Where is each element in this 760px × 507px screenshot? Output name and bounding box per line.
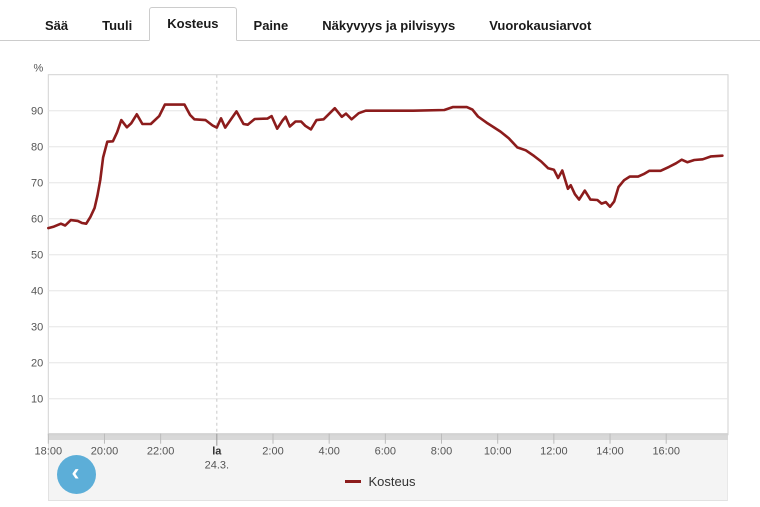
y-tick-label: 50 (31, 250, 43, 262)
humidity-line (46, 103, 724, 230)
y-tick-label: 70 (31, 178, 43, 190)
y-tick-label: 20 (31, 358, 43, 370)
tab-vuorokausiarvot[interactable]: Vuorokausiarvot (489, 18, 592, 33)
tab-bar: Sää Tuuli Kosteus Paine Näkyvyys ja pilvisyy… (0, 0, 760, 41)
chart-legend: Kosteus (0, 474, 760, 489)
y-tick-label: 30 (31, 322, 43, 334)
y-tick-label: 10 (31, 394, 43, 406)
y-tick-label: 40 (31, 286, 43, 298)
time-scrollbar[interactable] (48, 433, 728, 440)
legend-label: Kosteus (368, 474, 416, 489)
legend-line-swatch (344, 480, 361, 483)
y-tick-label: 80 (31, 142, 43, 154)
tab-n-kyvyys-ja-pilvisyys[interactable]: Näkyvyys ja pilvisyys (322, 18, 456, 33)
x-axis-panel (48, 440, 728, 501)
tab-paine[interactable]: Paine (253, 18, 289, 33)
tab-tuuli[interactable]: Tuuli (102, 18, 133, 33)
y-tick-label: 90 (31, 106, 43, 118)
tab-kosteus[interactable]: Kosteus (149, 7, 237, 41)
y-axis-unit: % (34, 63, 44, 75)
y-tick-label: 60 (31, 214, 43, 226)
chevron-left-icon: ‹ (71, 458, 80, 486)
tab-s-[interactable]: Sää (45, 18, 69, 33)
plot-border (47, 74, 729, 436)
scroll-left-button[interactable]: ‹ (57, 455, 96, 494)
